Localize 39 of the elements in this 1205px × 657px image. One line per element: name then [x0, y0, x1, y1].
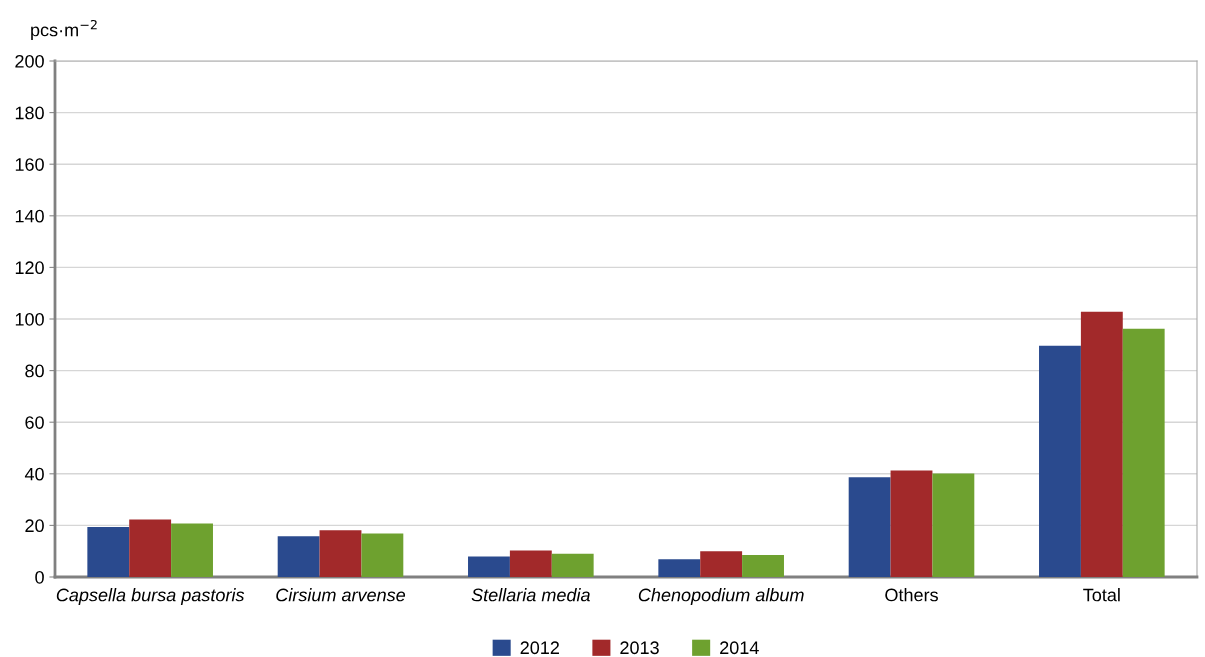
y-tick-label: 40 [24, 467, 44, 481]
bar [1080, 311, 1123, 577]
bar [171, 523, 213, 577]
bar [1039, 345, 1081, 577]
x-tick-label: Chenopodium album [638, 588, 804, 605]
bar [361, 533, 404, 577]
bar [932, 473, 975, 577]
bar [700, 551, 743, 577]
bar [848, 477, 891, 577]
x-tick-label: Capsella bursa pastoris [56, 588, 245, 605]
x-tick-label: Stellaria media [471, 588, 590, 602]
legend-label: 2013 [620, 641, 659, 655]
x-tick-label: Others [885, 588, 938, 602]
y-tick-label: 140 [15, 209, 44, 223]
y-tick-label: 60 [25, 416, 44, 429]
bar [87, 526, 130, 577]
bar [277, 536, 320, 577]
y-tick-label: 80 [25, 364, 44, 378]
y-tick-label: 100 [15, 312, 44, 326]
x-tick-label: Total [1083, 588, 1120, 602]
bar [551, 553, 594, 577]
bar [742, 555, 784, 577]
y-tick-label: 160 [15, 158, 44, 171]
y-tick-label: 0 [35, 570, 44, 584]
legend-label: 2012 [520, 641, 559, 655]
bar [468, 556, 510, 577]
bar [319, 530, 362, 577]
bar [1122, 328, 1165, 577]
bar [129, 519, 172, 577]
bar [509, 550, 552, 577]
y-tick-label: 120 [15, 261, 44, 275]
bar [890, 470, 933, 577]
legend-label: 2014 [720, 641, 759, 655]
y-tick-label: 180 [15, 106, 44, 120]
y-tick-label: 200 [15, 54, 44, 68]
y-axis-title: pcs·m$^{−2}$ [31, 19, 97, 40]
x-tick-label: Cirsium arvense [276, 588, 406, 602]
bar [658, 559, 701, 577]
y-tick-label: 20 [25, 519, 44, 533]
